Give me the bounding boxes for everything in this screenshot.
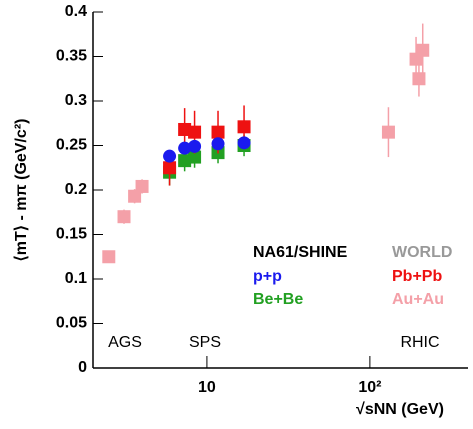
marker [416, 43, 430, 57]
marker [178, 154, 192, 168]
legend-title: NA61/SHINE [253, 244, 348, 261]
marker [211, 125, 225, 139]
marker [211, 137, 225, 151]
y-tick-label: 0.3 [65, 92, 87, 109]
y-tick-label: 0.05 [56, 315, 87, 332]
marker [128, 189, 142, 203]
x-tick-label: 10 [198, 379, 216, 396]
x-tick-label: 10² [358, 379, 381, 396]
annotation: AGS [108, 334, 142, 351]
y-tick-label: 0 [78, 359, 87, 376]
marker [188, 125, 202, 139]
y-tick-label: 0.35 [56, 48, 87, 65]
marker [163, 149, 177, 163]
marker [237, 120, 251, 134]
legend-entry: Au+Au [392, 291, 444, 308]
y-tick-label: 0.2 [65, 181, 87, 198]
marker [188, 150, 202, 164]
y-tick-label: 0.25 [56, 137, 87, 154]
marker [135, 179, 149, 193]
marker [412, 72, 426, 86]
marker [188, 139, 202, 153]
annotation: RHIC [400, 334, 439, 351]
marker [178, 122, 192, 136]
annotation: SPS [189, 334, 221, 351]
marker [117, 210, 131, 224]
y-tick-label: 0.4 [65, 3, 87, 20]
marker [163, 161, 177, 175]
y-axis-label: ⟨mT⟩ - mπ (GeV/c²) [13, 119, 30, 262]
legend-entry: Pb+Pb [392, 268, 442, 285]
legend-entry: p+p [253, 268, 282, 285]
marker [178, 141, 192, 155]
y-tick-label: 0.15 [56, 226, 87, 243]
y-tick-label: 0.1 [65, 270, 87, 287]
marker [237, 136, 251, 150]
legend-title: WORLD [392, 244, 452, 261]
marker [102, 250, 116, 264]
legend-entry: Be+Be [253, 291, 303, 308]
marker [381, 125, 395, 139]
x-axis-label: √sNN (GeV) [356, 401, 444, 418]
